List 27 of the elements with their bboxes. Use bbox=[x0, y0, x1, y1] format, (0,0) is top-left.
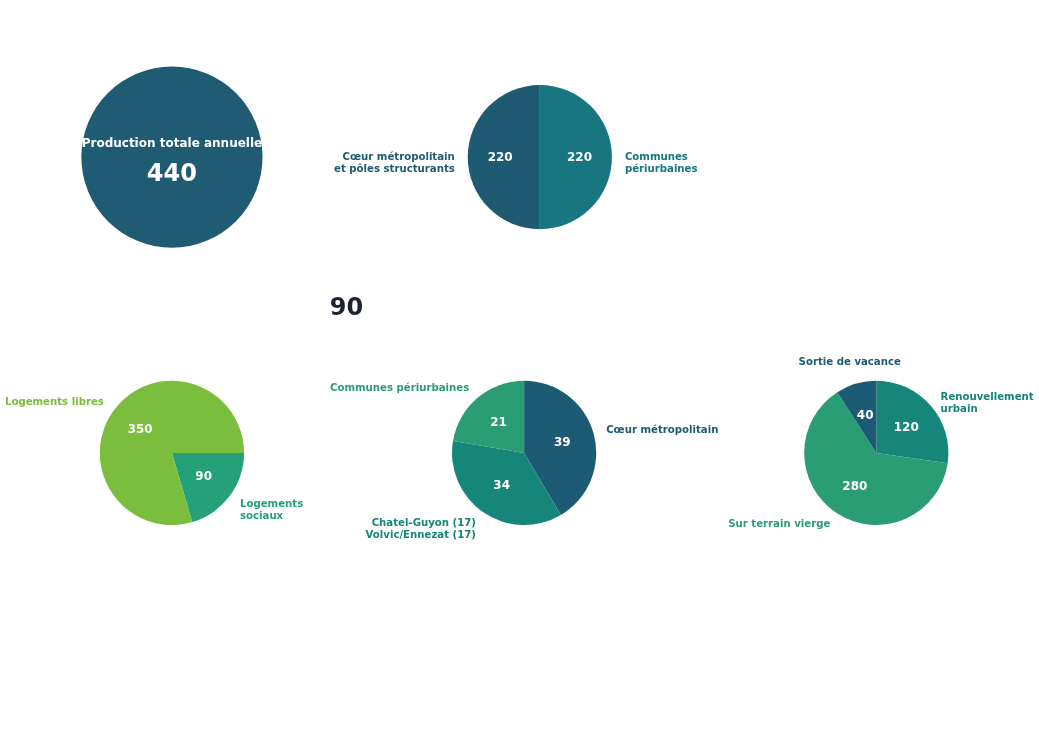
slice-label: Communes périurbaines bbox=[624, 150, 698, 174]
chart-title: 90 bbox=[329, 293, 364, 322]
data-label: 220 bbox=[566, 149, 593, 164]
slice-label: Logements sociaux bbox=[240, 497, 304, 521]
data-label: 350 bbox=[127, 421, 153, 436]
pie-slice bbox=[539, 85, 612, 230]
data-label: 34 bbox=[493, 478, 511, 493]
slice-label: Communes périurbaines bbox=[330, 381, 470, 393]
data-label: 220 bbox=[487, 149, 513, 164]
slice-label: Logements libres bbox=[4, 395, 104, 407]
slice-label: Chatel-Guyon (17) Volvic/Ennezat (17) bbox=[365, 516, 476, 540]
data-label: 21 bbox=[490, 415, 507, 430]
data-label: 90 bbox=[195, 469, 213, 484]
slice-label: Cœur métropolitain et pôles structurants bbox=[334, 150, 455, 174]
data-label: 39 bbox=[554, 435, 571, 450]
pie-slice bbox=[837, 380, 877, 453]
slice-label: Sortie de vacance bbox=[798, 356, 901, 368]
pie-slice bbox=[467, 85, 540, 230]
slice-label: Sur terrain vierge bbox=[728, 518, 831, 530]
data-label: 440 bbox=[146, 159, 197, 188]
slice-label: Cœur métropolitain bbox=[606, 424, 719, 436]
slice-label: Renouvellement urbain bbox=[940, 390, 1034, 414]
data-label: 40 bbox=[856, 407, 874, 422]
data-label: 280 bbox=[842, 478, 868, 493]
data-label: 120 bbox=[893, 419, 919, 434]
text: Production totale annuelle bbox=[81, 135, 263, 150]
pie-slice bbox=[524, 380, 597, 515]
